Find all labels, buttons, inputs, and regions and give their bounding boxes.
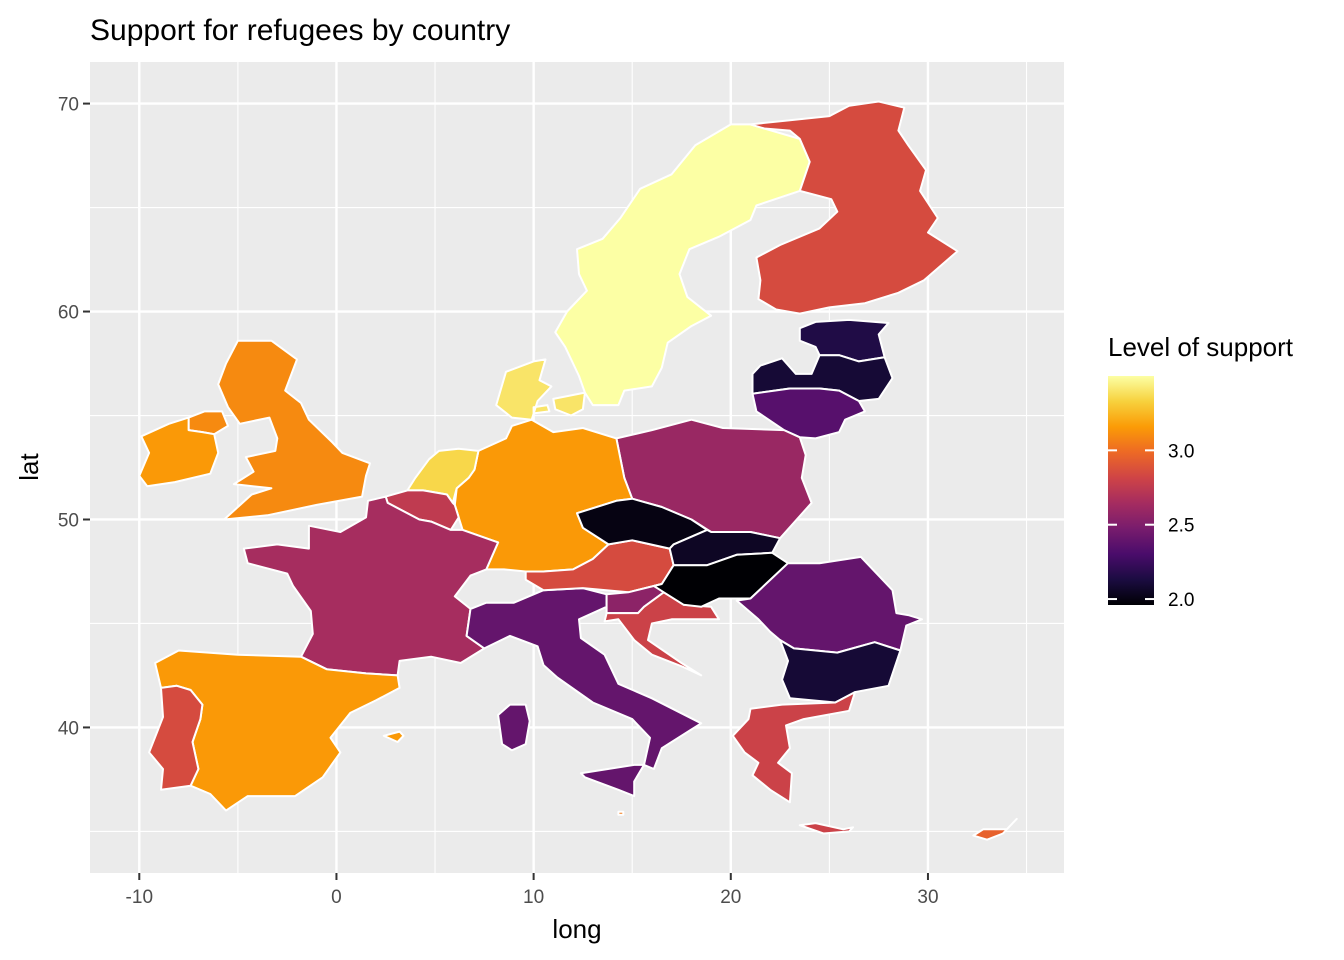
chart-title: Support for refugees by country: [90, 14, 510, 47]
region-denmark: Denmark: [495, 358, 586, 421]
x-tick-label-0: -10: [126, 887, 153, 908]
y-axis-title: lat: [14, 452, 44, 480]
region-portugal: Portugal: [148, 684, 204, 791]
legend: Level of support 2.0 2.5 3.0: [1108, 332, 1294, 611]
region-bulgaria: Bulgaria: [779, 639, 902, 704]
map-regions: SwedenFinlandEstoniaLatviaLithuaniaPolan…: [138, 100, 1018, 841]
x-tick-label-2: 10: [523, 887, 544, 908]
y-tick-label-0: 40: [58, 718, 79, 739]
legend-label-1: 2.5: [1168, 516, 1194, 537]
region-finland: Finland: [749, 100, 959, 315]
legend-ticks: 2.0 2.5 3.0: [1108, 441, 1194, 611]
y-tick-label-3: 70: [58, 95, 79, 116]
y-tick-label-1: 50: [58, 510, 79, 531]
x-tick-label-1: 0: [331, 887, 342, 908]
legend-label-0: 2.0: [1168, 590, 1194, 611]
region-malta: Malta: [617, 810, 625, 816]
x-tick-label-3: 20: [720, 887, 741, 908]
axes: -10 0 10 20 30 40 50 60 70: [58, 95, 939, 908]
region-cyprus: Cyprus: [972, 817, 1018, 841]
region-greece: Greece: [731, 691, 856, 835]
region-ireland: Ireland: [138, 416, 220, 488]
region-sweden: Sweden: [554, 123, 811, 407]
x-tick-label-4: 30: [917, 887, 938, 908]
legend-colorbar: [1108, 376, 1154, 605]
legend-title: Level of support: [1108, 332, 1294, 362]
x-axis-title: long: [552, 914, 601, 944]
region-romania: Romania: [735, 555, 923, 654]
y-tick-label-2: 60: [58, 303, 79, 324]
legend-label-2: 3.0: [1168, 441, 1194, 462]
region-croatia: Croatia: [603, 591, 720, 677]
